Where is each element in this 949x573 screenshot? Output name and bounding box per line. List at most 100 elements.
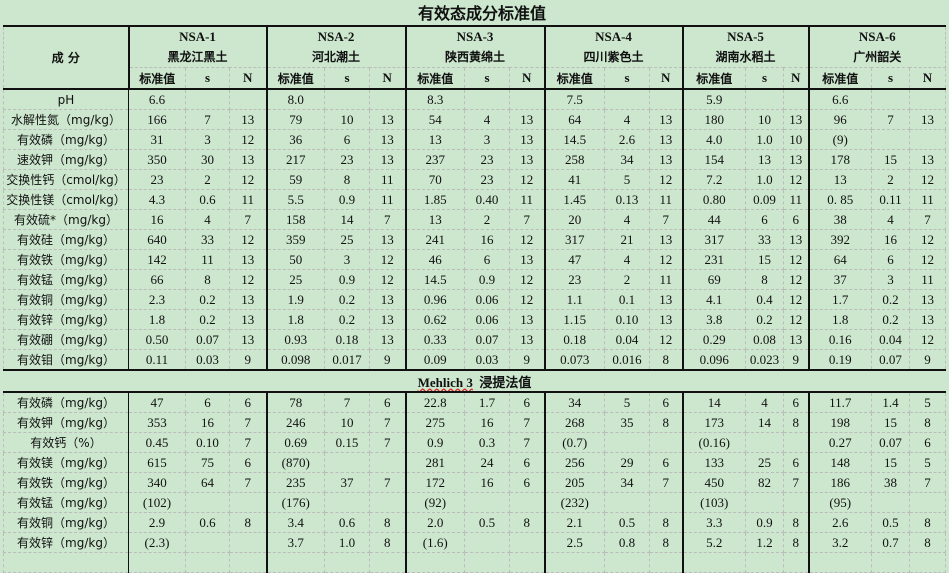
n-value: 11 bbox=[909, 269, 946, 290]
s-value: 23 bbox=[324, 149, 370, 170]
n-value: 13 bbox=[369, 129, 406, 150]
s-value: 7 bbox=[871, 109, 910, 130]
standard-value: 14 bbox=[681, 391, 746, 413]
s-value: 0.07 bbox=[871, 349, 910, 371]
group-name: 四川紫色土 bbox=[583, 50, 644, 64]
standard-value: 66 bbox=[128, 269, 186, 290]
mehlich-title-latin: Mehlich 3 bbox=[417, 374, 473, 390]
row-label: 有效锌（mg/kg） bbox=[3, 532, 129, 553]
standard-value: 317 bbox=[681, 229, 746, 250]
n-value: 12 bbox=[369, 269, 406, 290]
empty-cell bbox=[3, 552, 129, 573]
n-value: 13 bbox=[369, 109, 406, 130]
n-value: 13 bbox=[229, 109, 267, 130]
standard-value: 64 bbox=[543, 109, 605, 130]
s-value: 0.2 bbox=[871, 309, 910, 330]
n-value: 12 bbox=[909, 229, 946, 250]
standard-value: 0.098 bbox=[265, 349, 325, 371]
s-value: 14 bbox=[324, 209, 370, 230]
n-value: 13 bbox=[649, 129, 683, 150]
s-value: 10 bbox=[324, 109, 370, 130]
empty-cell bbox=[404, 552, 465, 573]
standard-value: (2.3) bbox=[128, 532, 186, 553]
n-value: 12 bbox=[783, 289, 809, 310]
n-value: 13 bbox=[649, 109, 683, 130]
standard-value: 47 bbox=[128, 391, 186, 413]
n-value: 13 bbox=[783, 329, 809, 350]
standard-value: 1.8 bbox=[265, 309, 325, 330]
s-value: 6 bbox=[871, 249, 910, 270]
n-value: 11 bbox=[369, 169, 406, 190]
s-value: 0.9 bbox=[324, 189, 370, 210]
empty-cell bbox=[543, 552, 605, 573]
n-value: 6 bbox=[783, 209, 809, 230]
n-value: 6 bbox=[909, 432, 946, 453]
row-label: 有效铁（mg/kg） bbox=[3, 472, 129, 493]
s-value: 3 bbox=[324, 249, 370, 270]
n-value: 6 bbox=[783, 391, 809, 413]
standard-value: 36 bbox=[265, 129, 325, 150]
row-label: 有效锰（mg/kg） bbox=[3, 492, 129, 513]
n-value: 9 bbox=[369, 349, 406, 371]
s-header: s bbox=[464, 67, 510, 90]
standard-value: 50 bbox=[265, 249, 325, 270]
s-value: 11 bbox=[185, 249, 230, 270]
standard-value: 4.3 bbox=[128, 189, 186, 210]
n-value bbox=[509, 492, 545, 513]
row-label: 水解性氮（mg/kg） bbox=[3, 109, 129, 130]
standard-value: 281 bbox=[404, 452, 465, 473]
row-label: 有效锌（mg/kg） bbox=[3, 309, 129, 330]
standard-value: 23 bbox=[128, 169, 186, 190]
empty-cell bbox=[649, 552, 683, 573]
n-header: N bbox=[509, 67, 545, 90]
n-value: 8 bbox=[509, 512, 545, 533]
n-value: 13 bbox=[649, 289, 683, 310]
row-label: 有效铜（mg/kg） bbox=[3, 512, 129, 533]
standard-value: 1.8 bbox=[128, 309, 186, 330]
n-value: 12 bbox=[229, 129, 267, 150]
s-value bbox=[871, 88, 910, 110]
s-value: 0.9 bbox=[324, 269, 370, 290]
row-label: 有效磷（mg/kg） bbox=[3, 129, 129, 150]
s-value: 6 bbox=[324, 129, 370, 150]
standard-value: 256 bbox=[543, 452, 605, 473]
n-value: 13 bbox=[369, 289, 406, 310]
n-value: 5 bbox=[909, 391, 946, 413]
n-value: 6 bbox=[509, 452, 545, 473]
standard-value: 4.0 bbox=[681, 129, 746, 150]
n-value: 6 bbox=[509, 391, 545, 413]
s-value bbox=[604, 88, 650, 110]
n-value: 13 bbox=[909, 109, 946, 130]
s-value: 1.0 bbox=[745, 129, 784, 150]
n-value: 11 bbox=[649, 189, 683, 210]
standard-value: 353 bbox=[128, 412, 186, 433]
n-value: 13 bbox=[369, 229, 406, 250]
standard-value: (103) bbox=[681, 492, 746, 513]
s-value: 34 bbox=[604, 472, 650, 493]
group-code: NSA-6 bbox=[858, 29, 896, 44]
n-value: 12 bbox=[229, 229, 267, 250]
n-value: 7 bbox=[509, 412, 545, 433]
page-title: 有效态成分标准值 bbox=[417, 4, 546, 23]
s-value: 0.06 bbox=[464, 309, 510, 330]
s-value: 0.03 bbox=[464, 349, 510, 371]
standard-value: 54 bbox=[404, 109, 465, 130]
s-value: 0.4 bbox=[745, 289, 784, 310]
group-header-nsa-6: NSA-6 广州韶关 bbox=[807, 25, 946, 68]
s-value: 13 bbox=[745, 149, 784, 170]
standard-value: 640 bbox=[128, 229, 186, 250]
s-value: 23 bbox=[464, 149, 510, 170]
n-value: 12 bbox=[783, 269, 809, 290]
standard-value: 13 bbox=[404, 129, 465, 150]
s-value bbox=[745, 88, 784, 110]
s-value: 34 bbox=[604, 149, 650, 170]
s-value: 0.15 bbox=[324, 432, 370, 453]
n-header: N bbox=[229, 67, 267, 90]
s-value: 0.2 bbox=[324, 289, 370, 310]
table-row: 有效铜（mg/kg） 2.3 0.2 13 1.9 0.2 13 0.96 0.06 12 1.1 0… bbox=[3, 289, 946, 310]
standard-value: 0.96 bbox=[404, 289, 465, 310]
empty-cell bbox=[265, 552, 325, 573]
empty-cell bbox=[324, 552, 370, 573]
s-value: 3 bbox=[871, 269, 910, 290]
s-value: 0.10 bbox=[604, 309, 650, 330]
